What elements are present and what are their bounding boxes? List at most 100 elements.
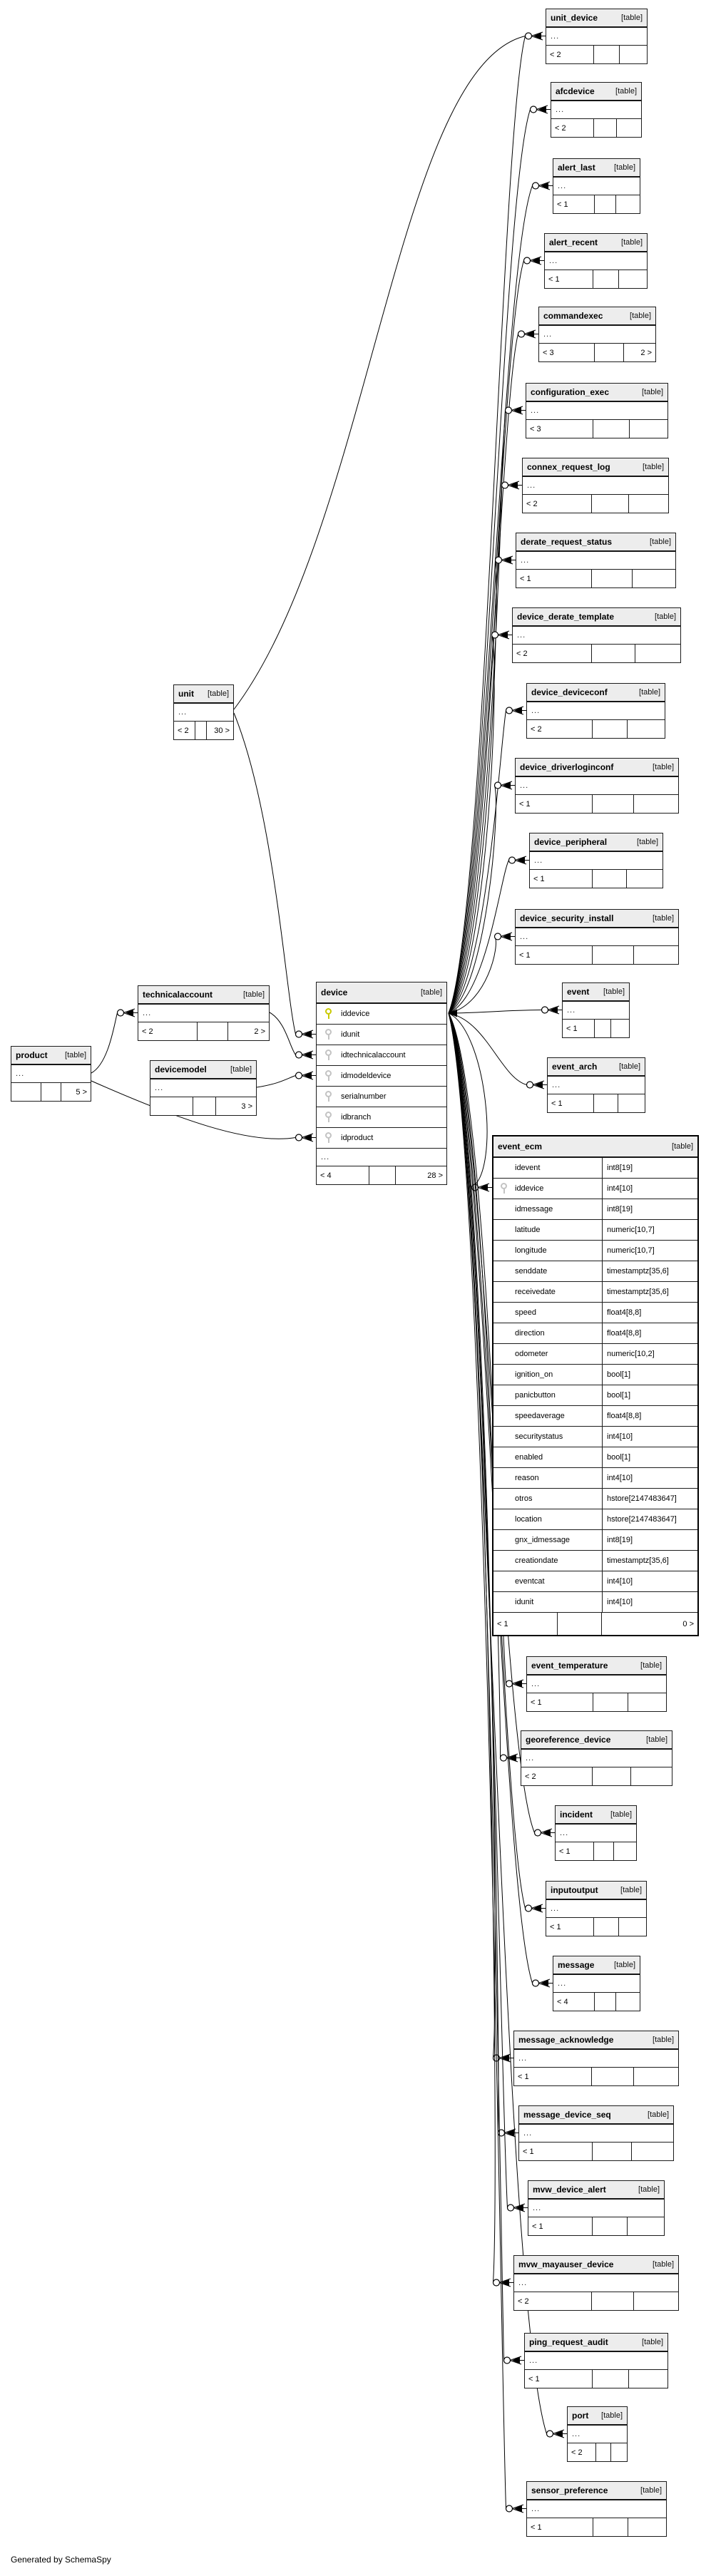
table-header-mvw_mayauser_device[interactable]: mvw_mayauser_device [table] — [514, 2256, 678, 2274]
table-header-alert_recent[interactable]: alert_recent [table] — [545, 234, 647, 252]
zero-or-more-circle — [526, 1081, 534, 1089]
column-name: speedaverage — [515, 1412, 565, 1420]
table-header-derate_request_status[interactable]: derate_request_status [table] — [516, 533, 675, 552]
table-header-device_peripheral[interactable]: device_peripheral [table] — [530, 833, 663, 852]
column-name: creationdate — [515, 1556, 558, 1565]
table-header-event_arch[interactable]: event_arch [table] — [548, 1058, 645, 1077]
table-mvw_mayauser_device[interactable]: mvw_mayauser_device [table]... < 2 — [513, 2255, 679, 2311]
table-header-devicemodel[interactable]: devicemodel [table] — [150, 1061, 256, 1079]
relationship-edge-product-to-technicalaccount — [91, 1012, 118, 1074]
crow-foot-line — [497, 635, 510, 640]
table-event[interactable]: event [table]... < 1 — [562, 982, 630, 1038]
column-row-iddevice: iddevice int4[10] — [493, 1179, 697, 1199]
table-alert_recent[interactable]: alert_recent [table]... < 1 — [544, 233, 648, 289]
table-header-connex_request_log[interactable]: connex_request_log [table] — [523, 458, 668, 477]
table-header-configuration_exec[interactable]: configuration_exec [table] — [526, 384, 667, 402]
relationship-edge-device-to-device_security_install — [448, 936, 496, 1014]
table-header-mvw_device_alert[interactable]: mvw_device_alert [table] — [528, 2181, 664, 2200]
footer-middle-cell — [593, 1094, 619, 1112]
table-technicalaccount[interactable]: technicalaccount [table]... < 2 2 > — [138, 985, 270, 1041]
column-name: speed — [515, 1308, 536, 1317]
table-sensor_preference[interactable]: sensor_preference [table]... < 1 — [526, 2481, 667, 2537]
table-header-message_device_seq[interactable]: message_device_seq [table] — [519, 2106, 673, 2125]
table-device_security_install[interactable]: device_security_install [table]... < 1 — [515, 909, 679, 965]
column-row-idevent: idevent int8[19] — [493, 1158, 697, 1179]
table-georeference_device[interactable]: georeference_device [table]... < 2 — [521, 1730, 672, 1786]
table-header-inputoutput[interactable]: inputoutput [table] — [546, 1882, 646, 1900]
table-device[interactable]: device [table] iddevice idunit idtechnicalac… — [316, 982, 447, 1185]
table-footer: 5 > — [11, 1083, 91, 1101]
table-incident[interactable]: incident [table]... < 1 — [555, 1805, 637, 1861]
table-commandexec[interactable]: commandexec [table]... < 3 2 > — [538, 307, 656, 362]
column-name: idtechnicalaccount — [341, 1051, 406, 1059]
table-event_temperature[interactable]: event_temperature [table]... < 1 — [526, 1656, 667, 1712]
table-header-device_driverloginconf[interactable]: device_driverloginconf [table] — [516, 759, 678, 777]
table-header-event[interactable]: event [table] — [563, 983, 629, 1002]
column-name: odometer — [515, 1350, 548, 1358]
table-event_ecm[interactable]: event_ecm [table] idevent int8[19] iddevice i… — [492, 1135, 699, 1636]
table-header-unit[interactable]: unit [table] — [174, 685, 233, 704]
table-mvw_device_alert[interactable]: mvw_device_alert [table]... < 1 — [528, 2180, 665, 2236]
table-ping_request_audit[interactable]: ping_request_audit [table]... < 1 — [524, 2333, 668, 2388]
table-event_arch[interactable]: event_arch [table]... < 1 — [547, 1057, 645, 1113]
table-product[interactable]: product [table]... 5 > — [11, 1046, 91, 1102]
crow-foot-line — [511, 706, 524, 711]
table-header-technicalaccount[interactable]: technicalaccount [table] — [138, 986, 269, 1005]
table-header-alert_last[interactable]: alert_last [table] — [553, 159, 640, 178]
table-header-device[interactable]: device [table] — [317, 982, 446, 1004]
table-device_derate_template[interactable]: device_derate_template [table]... < 2 — [512, 607, 681, 663]
table-name: connex_request_log — [527, 462, 610, 472]
table-unit_device[interactable]: unit_device [table]... < 2 — [546, 9, 648, 64]
table-header-afcdevice[interactable]: afcdevice [table] — [551, 83, 641, 101]
table-header-port[interactable]: port [table] — [568, 2407, 627, 2426]
ellipsis-text: ... — [531, 707, 541, 715]
table-header-ping_request_audit[interactable]: ping_request_audit [table] — [525, 2334, 667, 2352]
crow-foot-line — [531, 1908, 543, 1913]
table-tag: [table] — [601, 2411, 623, 2420]
table-header-device_security_install[interactable]: device_security_install [table] — [516, 910, 678, 928]
table-port[interactable]: port [table]... < 2 — [567, 2406, 628, 2462]
table-device_peripheral[interactable]: device_peripheral [table]... < 1 — [529, 833, 663, 888]
table-header-message_acknowledge[interactable]: message_acknowledge [table] — [514, 2031, 678, 2050]
table-derate_request_status[interactable]: derate_request_status [table]... < 1 — [516, 533, 676, 588]
table-header-product[interactable]: product [table] — [11, 1047, 91, 1065]
footer-middle-cell — [593, 1842, 615, 1860]
column-type: int4[10] — [602, 1179, 697, 1199]
table-device_driverloginconf[interactable]: device_driverloginconf [table]... < 1 — [515, 758, 679, 814]
fk-arrowhead — [543, 1829, 551, 1837]
table-header-sensor_preference[interactable]: sensor_preference [table] — [527, 2482, 666, 2500]
table-message[interactable]: message [table]... < 4 — [553, 1956, 640, 2011]
table-header-message[interactable]: message [table] — [553, 1956, 640, 1975]
table-alert_last[interactable]: alert_last [table]... < 1 — [553, 158, 640, 214]
crow-foot-line — [123, 1012, 135, 1017]
fk-arrowhead — [304, 1030, 312, 1038]
table-device_deviceconf[interactable]: device_deviceconf [table]... < 2 — [526, 683, 665, 739]
table-header-incident[interactable]: incident [table] — [556, 1806, 636, 1825]
table-header-device_deviceconf[interactable]: device_deviceconf [table] — [527, 684, 665, 702]
ellipsis-text: ... — [520, 781, 529, 790]
table-header-event_temperature[interactable]: event_temperature [table] — [527, 1657, 666, 1676]
table-message_device_seq[interactable]: message_device_seq [table]... < 1 — [518, 2105, 674, 2161]
crow-foot-line — [511, 1683, 524, 1688]
fk-arrowhead — [550, 1006, 558, 1014]
table-devicemodel[interactable]: devicemodel [table]... 3 > — [150, 1060, 257, 1116]
table-header-commandexec[interactable]: commandexec [table] — [539, 307, 655, 326]
columns-ellipsis: ... — [525, 2352, 667, 2370]
ellipsis-text: ... — [521, 556, 530, 565]
table-name: device_peripheral — [534, 837, 608, 847]
relationship-edge-device-to-message_device_seq — [448, 1012, 499, 2133]
table-afcdevice[interactable]: afcdevice [table]... < 2 — [551, 82, 642, 138]
table-unit[interactable]: unit [table]... < 2 30 > — [173, 684, 234, 740]
column-row-creationdate: creationdate timestamptz[35,6] — [493, 1551, 697, 1571]
column-row-idtechnicalaccount: idtechnicalaccount — [317, 1045, 446, 1066]
table-inputoutput[interactable]: inputoutput [table]... < 1 — [546, 1881, 647, 1936]
table-configuration_exec[interactable]: configuration_exec [table]... < 3 — [526, 383, 668, 438]
table-message_acknowledge[interactable]: message_acknowledge [table]... < 1 — [513, 2031, 679, 2086]
footer-middle-cell — [591, 2068, 634, 2085]
table-header-georeference_device[interactable]: georeference_device [table] — [521, 1731, 672, 1750]
column-type: numeric[10,2] — [602, 1344, 697, 1364]
table-header-unit_device[interactable]: unit_device [table] — [546, 9, 647, 28]
table-header-event_ecm[interactable]: event_ecm [table] — [493, 1136, 697, 1158]
table-connex_request_log[interactable]: connex_request_log [table]... < 2 — [522, 458, 669, 513]
table-header-device_derate_template[interactable]: device_derate_template [table] — [513, 608, 680, 627]
